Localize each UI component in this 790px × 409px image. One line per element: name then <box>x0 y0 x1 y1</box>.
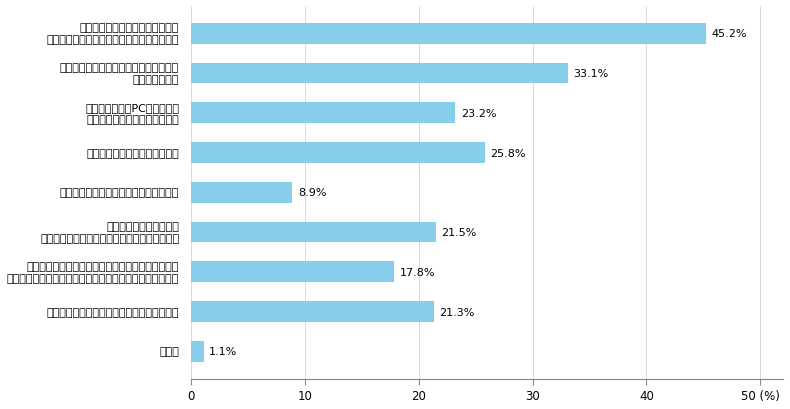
Bar <box>191 222 436 243</box>
Bar <box>191 103 455 124</box>
Text: 21.3%: 21.3% <box>439 307 475 317</box>
Text: 33.1%: 33.1% <box>574 69 609 79</box>
Bar <box>191 182 292 203</box>
Bar <box>191 63 568 84</box>
Text: 21.5%: 21.5% <box>442 227 477 238</box>
Text: 17.8%: 17.8% <box>400 267 435 277</box>
Bar <box>191 262 393 283</box>
Bar <box>191 301 434 322</box>
Bar <box>191 143 485 164</box>
Text: 1.1%: 1.1% <box>209 346 238 357</box>
Bar <box>191 24 705 45</box>
Text: 45.2%: 45.2% <box>711 29 747 39</box>
Bar <box>191 341 204 362</box>
Text: 23.2%: 23.2% <box>461 108 496 119</box>
Text: 8.9%: 8.9% <box>298 188 326 198</box>
Text: 25.8%: 25.8% <box>491 148 526 158</box>
